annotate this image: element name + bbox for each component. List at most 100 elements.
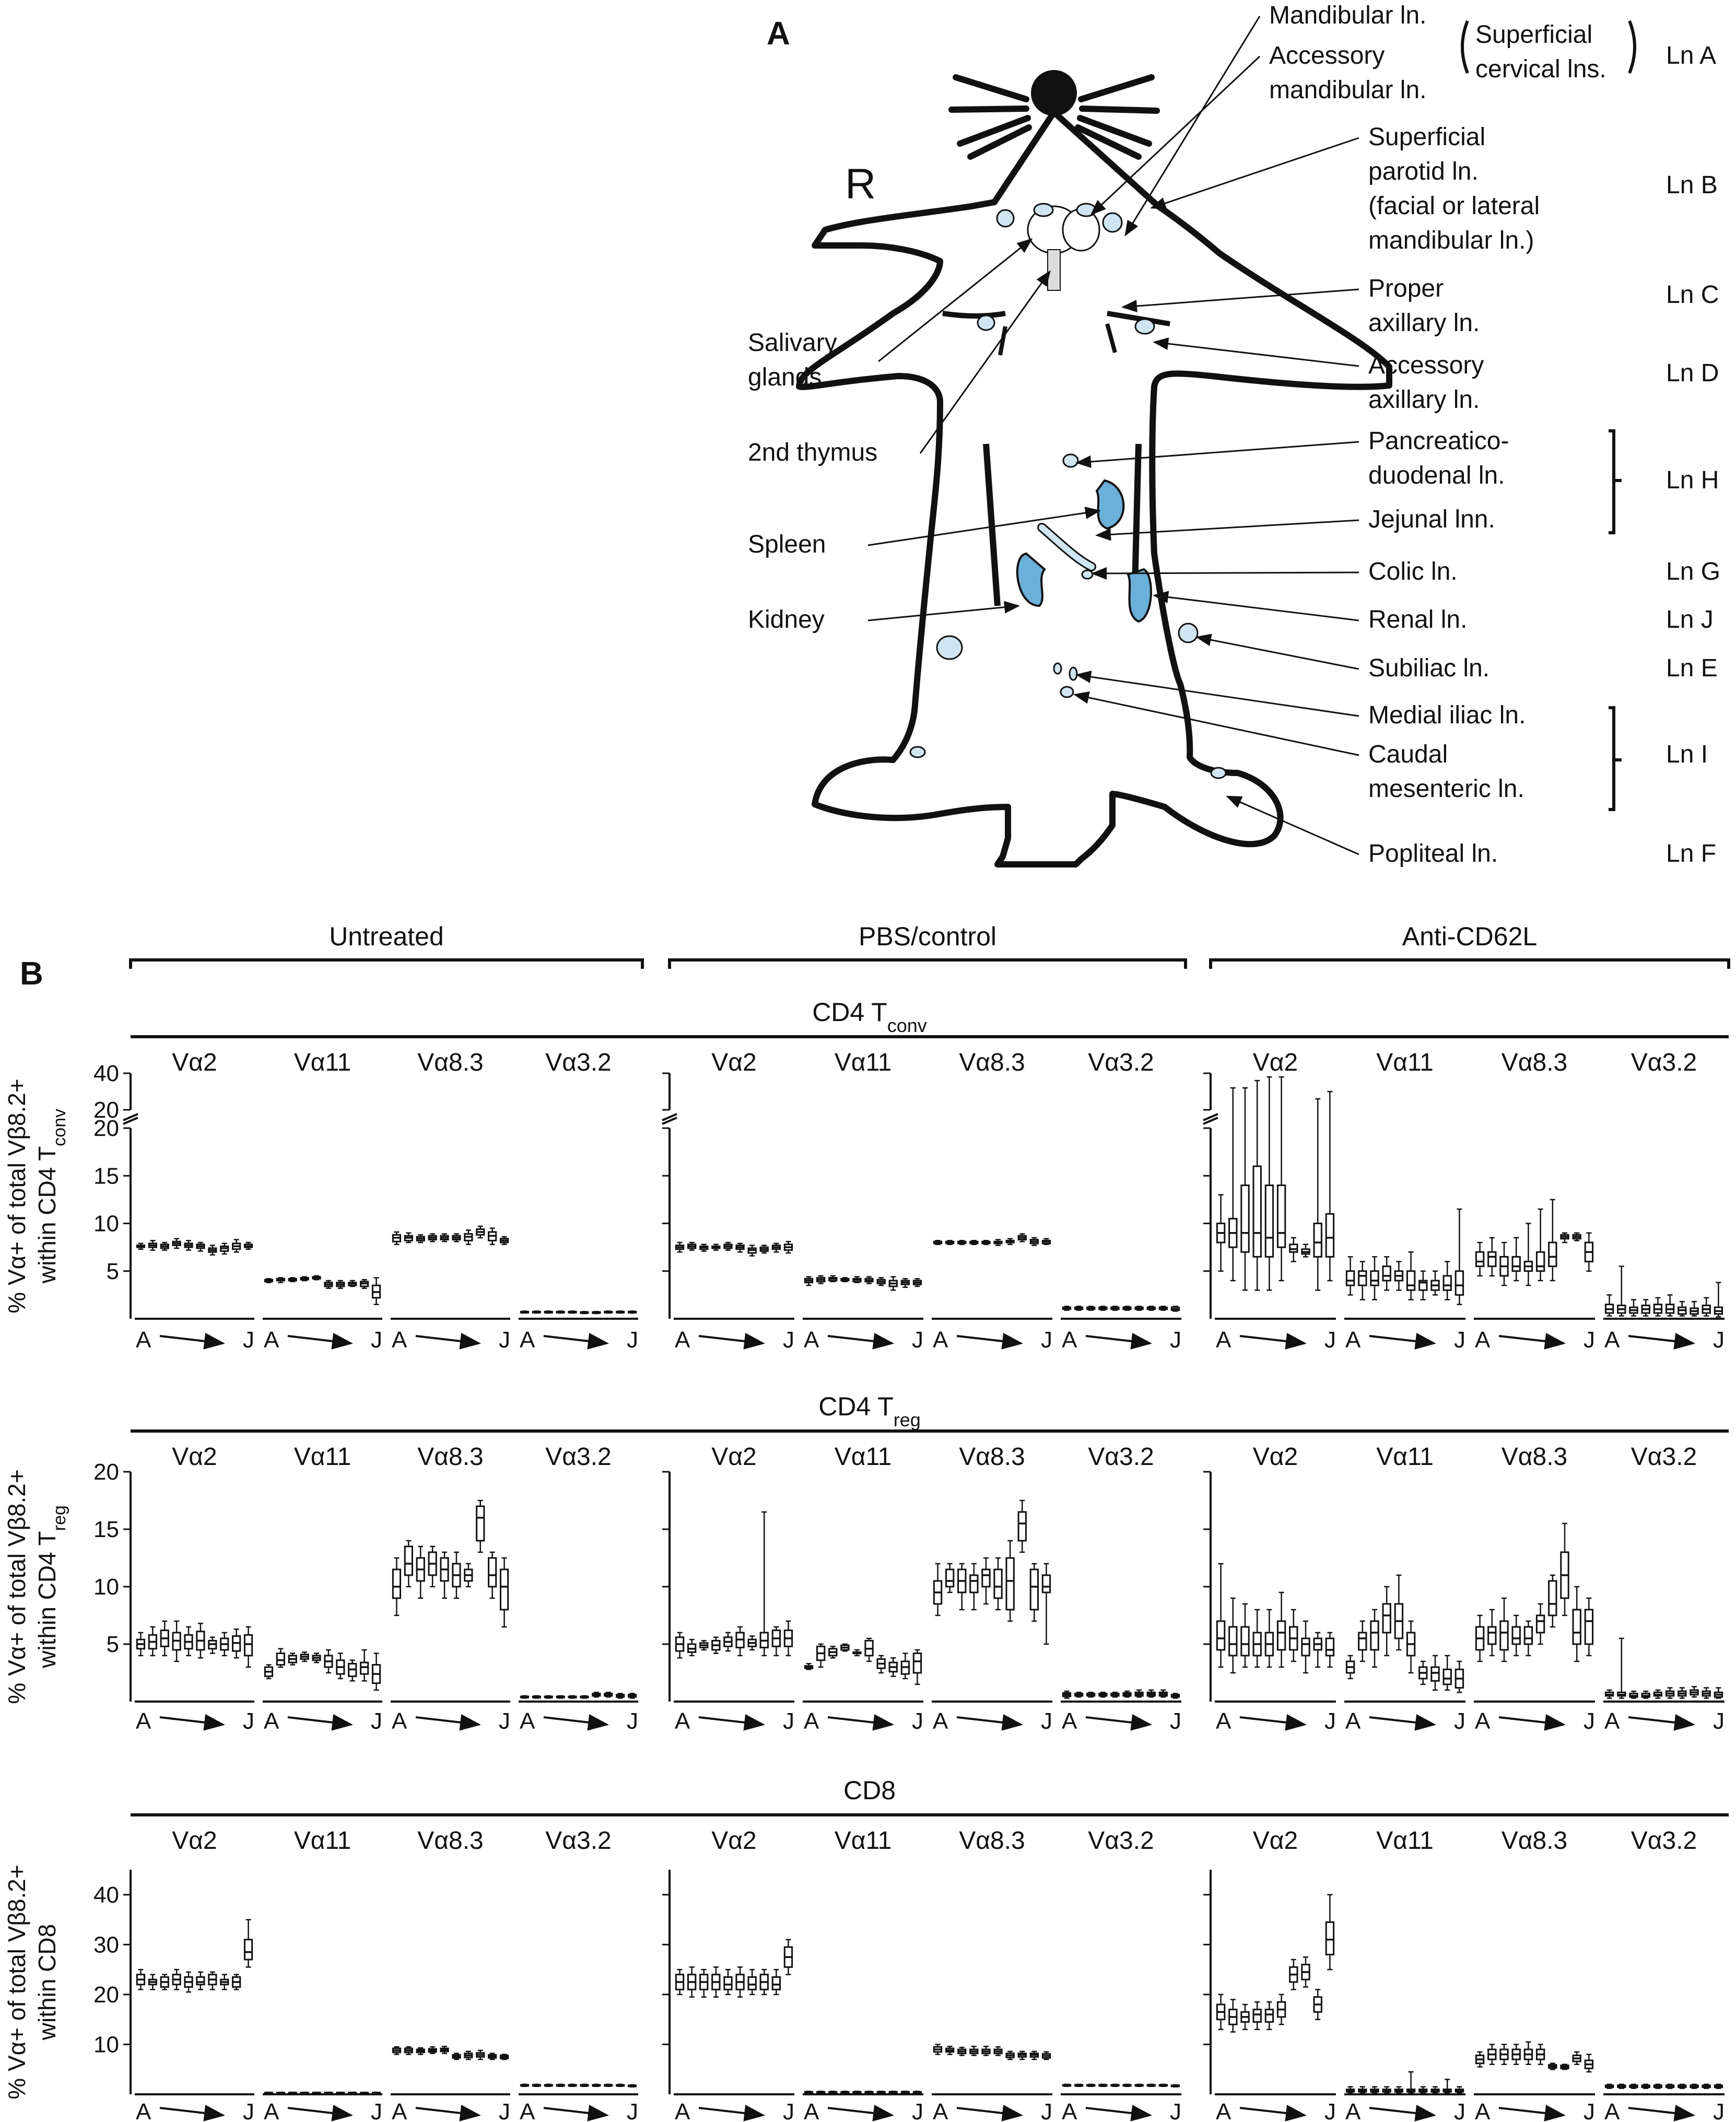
y-tick-label: 20 [93, 1982, 119, 2008]
anatomy-labels: Mandibular ln. Accessory mandibular ln. Sup… [748, 2, 1720, 867]
box [945, 1568, 955, 1588]
box-node-J [783, 1939, 793, 1975]
pointer-arrow [1150, 137, 1359, 209]
box-node-B [1358, 2086, 1367, 2094]
x-start-label: A [933, 1708, 948, 1734]
group-label: Vα3.2 [1088, 1049, 1154, 1076]
box-node-H [604, 1310, 613, 1314]
x-end-label: J [371, 1327, 382, 1353]
box-node-A [1475, 2051, 1485, 2068]
pointer-arrow [1195, 634, 1359, 670]
group: Vα11 A J [263, 1443, 382, 1734]
node-order-arrow [698, 1714, 765, 1731]
salivary-gland-icon [1027, 203, 1100, 291]
box-node-F [864, 1276, 874, 1284]
y-tick-label: 10 [93, 2032, 119, 2057]
box-node-B [1074, 2083, 1084, 2087]
group-label: Vα11 [1376, 1443, 1434, 1471]
box-node-D [840, 1643, 850, 1652]
box-node-G [464, 2050, 473, 2060]
group-label: Vα8.3 [417, 1049, 484, 1076]
box-node-C [1499, 1597, 1509, 1662]
group-label: Vα2 [1253, 1443, 1298, 1471]
box-node-G [1005, 2050, 1015, 2060]
axis-break-mark [1203, 1117, 1218, 1125]
anatomy-label-10: Subiliac ln. Ln E [1195, 634, 1718, 682]
box-node-J [1455, 2086, 1464, 2094]
group-label: Vα8.3 [417, 1827, 484, 1855]
anatomy-label-line: cervical lns. [1475, 55, 1606, 83]
anatomy-label-11: Medial iliac ln. [1075, 671, 1526, 729]
box-node-B [532, 1310, 541, 1314]
box-node-H [1017, 1499, 1027, 1553]
box-node-C [957, 2046, 967, 2056]
box-node-H [220, 1632, 229, 1657]
node-order-arrow [287, 2104, 353, 2121]
organ-label-line: 2nd thymus [748, 439, 877, 466]
box-node-F [864, 2091, 874, 2094]
box [392, 1568, 402, 1599]
box-node-E [1110, 1692, 1120, 1698]
group: Vα2 A J [1215, 1049, 1336, 1353]
lymph-node-id: Ln E [1666, 654, 1718, 682]
box-node-B [1487, 1237, 1497, 1277]
group-label: Vα3.2 [1631, 1049, 1697, 1076]
group: Vα2 A J [1215, 1827, 1336, 2122]
box [723, 1976, 733, 1990]
node-order-arrow [1239, 2105, 1307, 2121]
pointer-arrow [1121, 288, 1359, 312]
box [1240, 1185, 1250, 1253]
box-node-B [148, 1974, 157, 1990]
x-start-label: A [1345, 1327, 1361, 1353]
box-node-F [993, 1557, 1003, 1611]
x-end-label: J [243, 2099, 254, 2122]
x-end-label: J [783, 1708, 794, 1734]
box [1276, 1185, 1286, 1248]
box-node-H [1301, 1620, 1310, 1674]
pointer-arrow [1075, 441, 1359, 468]
anatomy-label-9: Renal ln. Ln J [1153, 591, 1714, 634]
node-order-arrow [827, 1714, 894, 1731]
box-node-D [1382, 1256, 1391, 1291]
box [1511, 1626, 1521, 1645]
box-node-A [1345, 1655, 1355, 1680]
box-node-J [1325, 1091, 1335, 1282]
box-node-H [348, 2091, 357, 2095]
box-node-D [711, 1244, 721, 1251]
box-node-C [699, 1968, 709, 1998]
box-node-E [981, 2046, 991, 2056]
box-node-E [568, 1310, 577, 1314]
charts: CD4 Tconv % Vα+ of total Vβ8.2+ within CD4… [3, 998, 1729, 2122]
anatomy-label-4: Proper axillary ln. Ln C [1121, 275, 1719, 337]
group-label: Vα3.2 [545, 1443, 612, 1471]
anatomy-label-line: Renal ln. [1368, 606, 1467, 634]
x-start-label: A [1604, 1327, 1620, 1353]
box-node-H [1690, 1686, 1699, 1698]
panel-b-label: B [20, 956, 43, 992]
x-start-label: A [1062, 1327, 1077, 1353]
chart-title: CD4 Treg [818, 1392, 921, 1431]
x-end-label: J [1170, 2099, 1181, 2122]
group-label: Vα2 [711, 1443, 756, 1471]
box-node-D [969, 1563, 979, 1611]
box-node-D [1252, 1609, 1262, 1668]
panel-a-label: A [767, 16, 790, 52]
box [1041, 1574, 1051, 1593]
group: Vα3.2 A J [519, 1049, 638, 1353]
box-node-A [392, 1231, 402, 1245]
box-node-A [520, 1310, 530, 1314]
node-order-arrow [698, 1333, 765, 1350]
x-end-label: J [1583, 1708, 1595, 1734]
box-node-G [1548, 1574, 1557, 1628]
box-node-B [687, 1966, 697, 1998]
group-label: Vα3.2 [1631, 1827, 1697, 1855]
anatomy-label-line: axillary ln. [1368, 386, 1480, 414]
box-node-H [1430, 1655, 1440, 1691]
box-node-B [404, 1232, 413, 1244]
box-node-E [312, 1275, 321, 1281]
box-node-C [1240, 1087, 1250, 1291]
box-node-E [1110, 2083, 1120, 2087]
box-node-G [208, 1971, 217, 1990]
box-node-A [675, 1241, 685, 1253]
